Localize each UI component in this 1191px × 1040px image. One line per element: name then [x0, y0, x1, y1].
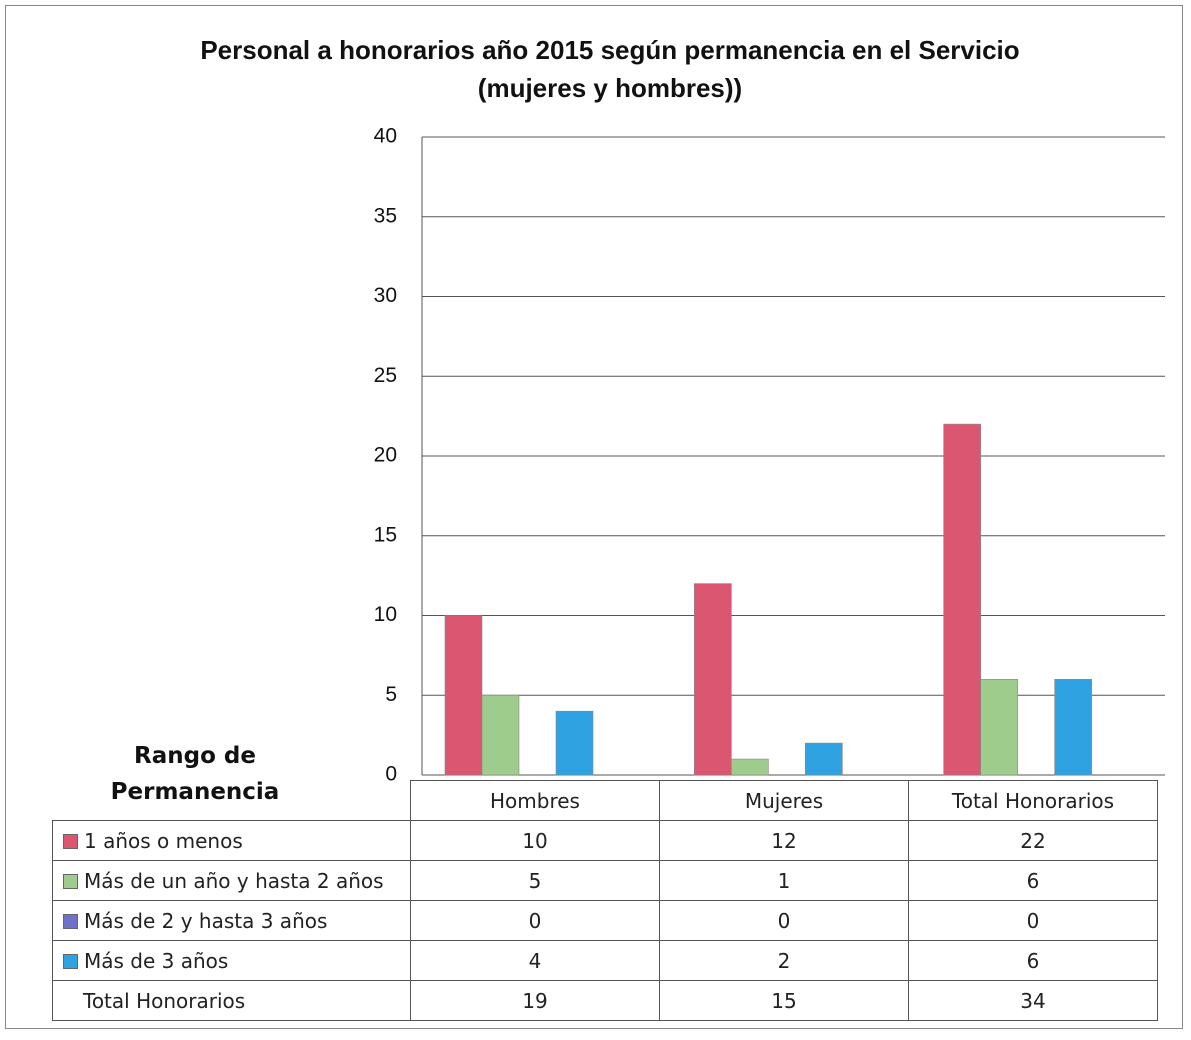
bar	[444, 615, 483, 776]
bar	[1054, 678, 1092, 776]
header-row: Hombres Mujeres Total Honorarios	[53, 780, 1158, 821]
value-cell: 5	[410, 860, 660, 901]
value-cell: 2	[659, 940, 909, 981]
y-tick-label: 5	[385, 683, 397, 706]
legend-label: 1 años o menos	[84, 828, 243, 853]
bar	[805, 742, 843, 776]
legend-swatch	[63, 873, 78, 889]
legend-label: Más de un año y hasta 2 años	[84, 868, 384, 893]
series-row: 1 años o menos 10 12 22	[52, 820, 1158, 861]
total-label: Total Honorarios	[52, 980, 411, 1021]
legend-swatch	[63, 833, 78, 849]
bar	[731, 758, 769, 776]
series-row: Más de 3 años 4 2 6	[52, 940, 1158, 981]
value-cell: 4	[410, 940, 660, 981]
y-tick-label: 25	[374, 364, 397, 387]
y-tick-label: 10	[374, 603, 397, 626]
value-cell: 10	[410, 820, 660, 861]
bar	[694, 583, 732, 776]
chart-title: Personal a honorarios año 2015 según per…	[200, 35, 1019, 65]
value-cell: 34	[908, 980, 1158, 1021]
bar	[555, 710, 594, 776]
value-cell: 22	[908, 820, 1158, 861]
chart-frame	[5, 5, 1183, 1029]
legend-entry: Más de un año y hasta 2 años	[52, 860, 411, 901]
table-header: Rango de Permanencia	[110, 743, 280, 805]
chart-title: (mujeres y hombres))	[478, 73, 742, 103]
category-cell: Mujeres	[659, 780, 909, 821]
legend-label: Más de 3 años	[84, 948, 229, 973]
bar	[980, 678, 1018, 776]
legend-entry: 1 años o menos	[52, 820, 411, 861]
value-cell: 0	[908, 900, 1158, 941]
y-tick-label: 30	[374, 284, 397, 307]
series-row: Más de 2 y hasta 3 años 0 0 0	[52, 900, 1158, 941]
value-cell: 6	[908, 940, 1158, 981]
legend-label: Más de 2 y hasta 3 años	[84, 908, 328, 933]
legend-entry: Más de 3 años	[52, 940, 411, 981]
value-cell: 1	[659, 860, 909, 901]
value-cell: 15	[659, 980, 909, 1021]
y-tick-label: 0	[385, 763, 397, 786]
bar	[481, 694, 520, 776]
value-cell: 12	[659, 820, 909, 861]
legend-entry: Más de 2 y hasta 3 años	[52, 900, 411, 941]
value-cell: 0	[659, 900, 909, 941]
y-tick-label: 35	[374, 204, 397, 227]
value-cell: 0	[410, 900, 660, 941]
value-cell: 6	[908, 860, 1158, 901]
legend-swatch	[63, 953, 78, 969]
category-cell: Hombres	[410, 780, 660, 821]
series-row: Más de un año y hasta 2 años 5 1 6	[52, 860, 1158, 901]
data-table: Hombres Mujeres Total Honorarios 1 años o m…	[52, 780, 1158, 1021]
total-row: Total Honorarios 19 15 34	[52, 980, 1158, 1021]
bar	[943, 423, 981, 776]
y-tick-label: 20	[374, 444, 397, 467]
legend-swatch	[63, 913, 78, 929]
y-tick-label: 15	[374, 523, 397, 546]
y-tick-label: 40	[374, 125, 397, 148]
value-cell: 19	[410, 980, 660, 1021]
blank-cell	[53, 781, 411, 821]
category-cell: Total Honorarios	[908, 780, 1158, 821]
